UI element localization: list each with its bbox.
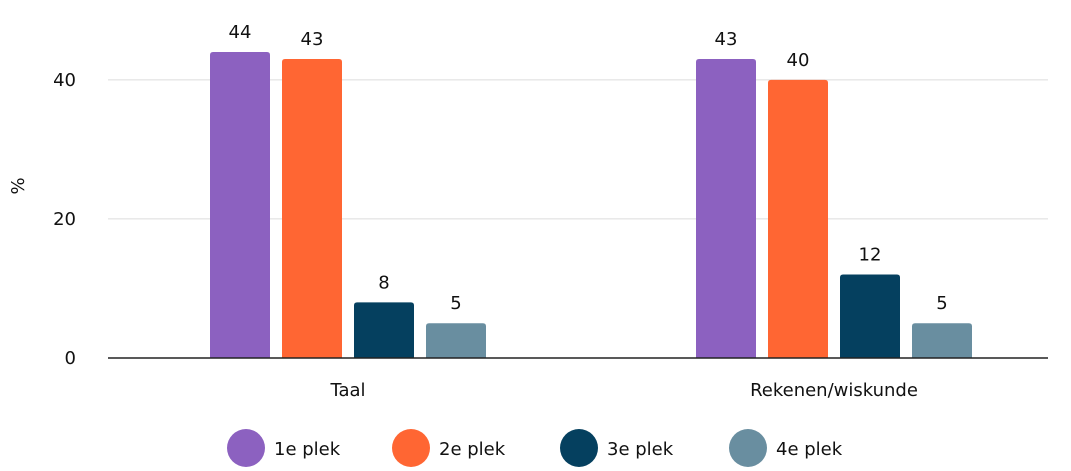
- legend-swatch: [227, 429, 265, 467]
- bar-4-rekenen-wiskunde: [912, 323, 972, 358]
- legend-swatch: [729, 429, 767, 467]
- bar-2-rekenen-wiskunde: [768, 79, 828, 359]
- data-label: 12: [859, 245, 882, 266]
- axes: 0 20 40 Taal Rekenen/wiskunde: [53, 70, 1048, 401]
- data-label: 5: [450, 293, 461, 314]
- bar-3-taal: [354, 302, 414, 358]
- legend-label: 2e plek: [439, 439, 506, 460]
- x-category-label: Rekenen/wiskunde: [750, 380, 918, 401]
- data-label: 5: [936, 293, 947, 314]
- legend-swatch: [560, 429, 598, 467]
- bar-1-taal: [210, 52, 270, 358]
- y-tick-label: 40: [53, 70, 76, 91]
- legend-item: 1e plek: [227, 429, 341, 467]
- legend-label: 1e plek: [274, 439, 341, 460]
- bar-4-taal: [426, 323, 486, 358]
- data-label: 43: [301, 29, 324, 50]
- data-label: 40: [787, 50, 810, 71]
- data-labels: 44 43 8 5 43 40 12 5: [229, 22, 948, 314]
- legend-item: 2e plek: [392, 429, 506, 467]
- bars: [210, 52, 972, 359]
- y-tick-label: 20: [53, 209, 76, 230]
- y-tick-label: 0: [65, 348, 76, 369]
- legend-item: 4e plek: [729, 429, 843, 467]
- data-label: 43: [715, 29, 738, 50]
- legend-label: 4e plek: [776, 439, 843, 460]
- x-category-label: Taal: [329, 380, 365, 401]
- y-axis-title: %: [8, 177, 29, 194]
- legend-item: 3e plek: [560, 429, 674, 467]
- legend: 1e plek 2e plek 3e plek 4e plek: [227, 429, 843, 467]
- data-label: 8: [378, 272, 389, 293]
- legend-label: 3e plek: [607, 439, 674, 460]
- bar-3-rekenen-wiskunde: [840, 274, 900, 358]
- data-label: 44: [229, 22, 252, 43]
- bar-2-taal: [282, 58, 342, 359]
- legend-swatch: [392, 429, 430, 467]
- bar-1-rekenen-wiskunde: [696, 58, 756, 359]
